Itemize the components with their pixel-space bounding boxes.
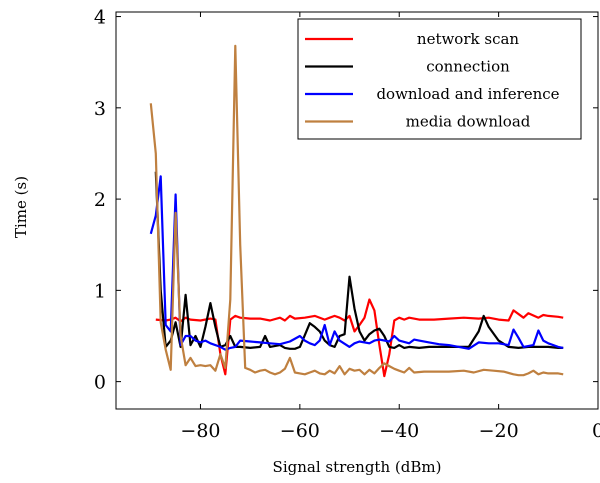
series-line-connection: [154, 171, 564, 350]
legend: network scan connection download and infer…: [297, 18, 582, 140]
legend-label: media download: [406, 113, 531, 131]
y-tick-label: 2: [94, 189, 106, 211]
legend-label: network scan: [417, 30, 520, 48]
legend-label: download and inference: [376, 85, 559, 103]
y-tick-label: 0: [94, 372, 106, 394]
x-axis-title: Signal strength (dBm): [273, 458, 442, 476]
series-line-media-download: [149, 44, 564, 377]
y-axis-title: Time (s): [12, 176, 30, 238]
x-tick-label: −80: [180, 420, 220, 442]
y-axis: 0 1 2 3 4: [94, 7, 598, 394]
x-tick-label: −60: [280, 420, 320, 442]
series-line-download-and-inference: [149, 175, 564, 351]
series-layer: [149, 44, 564, 378]
axes-frame: [115, 11, 599, 410]
x-axis: −80 −60 −40 −20 0: [180, 12, 600, 442]
y-tick-label: 1: [94, 280, 106, 302]
x-tick-label: 0: [592, 420, 600, 442]
y-tick-label: 3: [94, 98, 106, 120]
y-tick-label: 4: [94, 7, 106, 29]
plot-frame: [115, 11, 599, 410]
legend-label: connection: [426, 58, 510, 76]
x-tick-label: −20: [479, 420, 519, 442]
x-tick-label: −40: [379, 420, 419, 442]
